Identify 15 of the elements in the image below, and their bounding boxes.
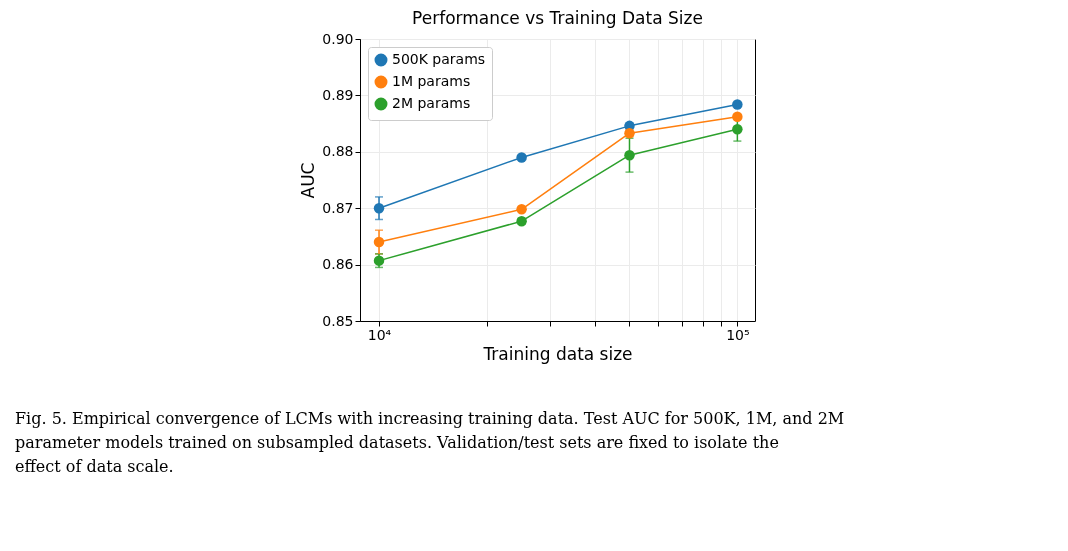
caption: Fig. 5. Empirical convergence of LCMs with increasing training data. Test AUC for 500K, 1M, and 2M parameter models trained on subsampled datasets. Validation/test sets are fixed to isolate the effect of data scale. <box>15 409 845 476</box>
y-tick-label: 0.88 <box>322 143 354 160</box>
chart-title: Performance vs Training Data Size <box>412 8 703 28</box>
legend-label: 500K params <box>392 51 486 67</box>
y-tick-label: 0.85 <box>322 312 354 329</box>
x-tick-label: 10⁵ <box>726 326 750 343</box>
x-axis-title: Training data size <box>482 343 633 364</box>
legend-label: 1M params <box>392 73 471 89</box>
y-tick-label: 0.86 <box>322 256 354 273</box>
legend-label: 2M params <box>392 95 471 111</box>
y-tick-label: 0.87 <box>322 199 354 216</box>
y-tick-label: 0.89 <box>322 86 354 103</box>
y-axis-title: AUC <box>298 162 319 199</box>
y-tick-label: 0.90 <box>322 30 354 47</box>
x-tick-label: 10⁴ <box>367 326 392 343</box>
